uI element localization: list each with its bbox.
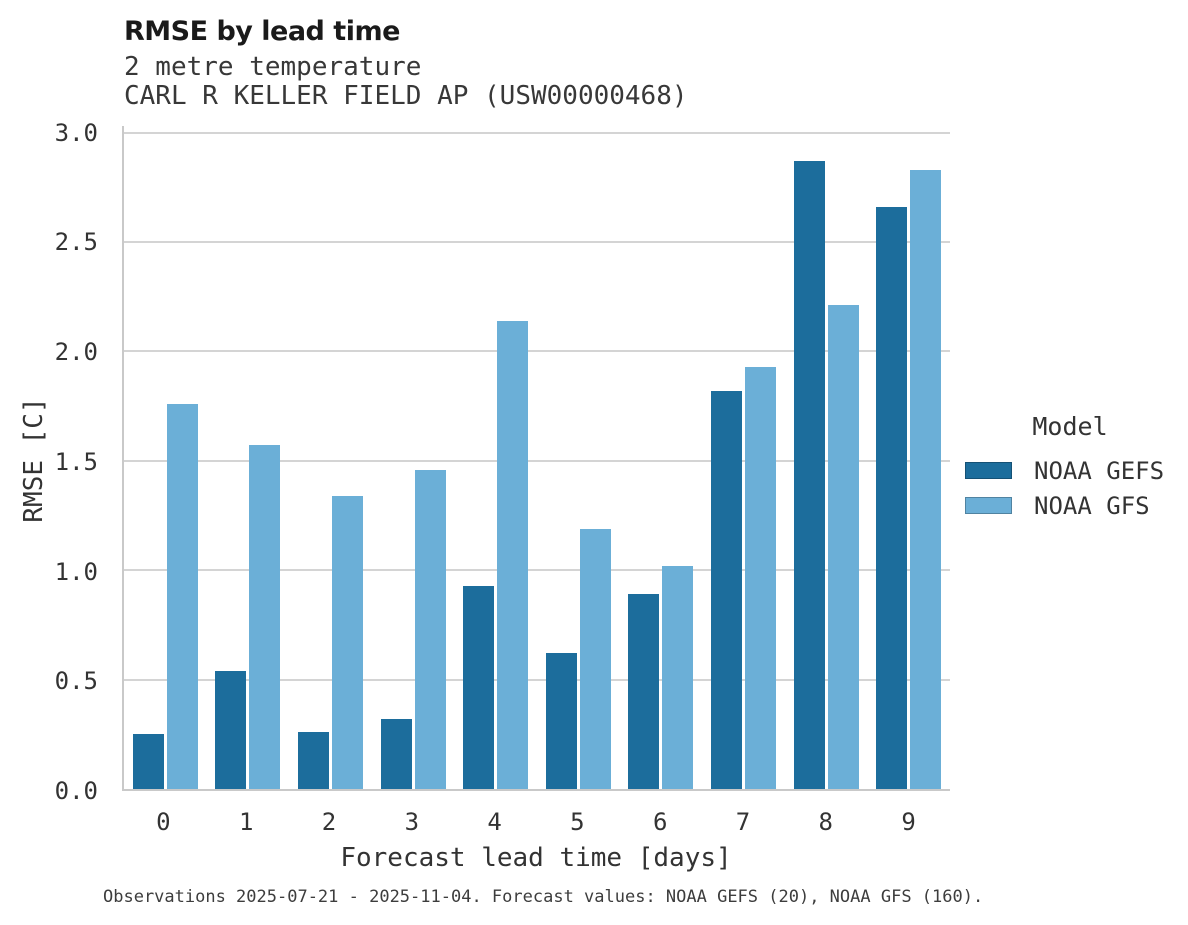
bar-group-lead-1 [207,126,290,789]
y-tick-label-3.0: 3.0 [54,118,98,147]
bar-noaa-gefs-lead-4 [463,585,495,789]
y-tick-label-0.0: 0.0 [54,777,98,805]
gridline-y-1.0 [124,569,950,572]
legend-label-noaa-gefs: NOAA GEFS [1034,456,1165,485]
gridline-y-1.5 [124,459,950,462]
x-axis-ticks: 0 1 2 3 4 5 6 7 8 9 [122,808,950,836]
x-tick-label-5: 5 [570,808,585,836]
bar-noaa-gfs-lead-4 [497,320,529,789]
gridline-y-2.5 [124,240,950,243]
bar-group-lead-5 [537,126,620,789]
x-tick-label-3: 3 [404,808,420,836]
y-tick-label-0.5: 0.5 [54,667,98,696]
bar-noaa-gfs-lead-3 [414,469,446,789]
bar-noaa-gefs-lead-0 [132,734,164,789]
legend-label-noaa-gfs: NOAA GFS [1034,491,1150,520]
bar-noaa-gfs-lead-5 [579,528,611,789]
legend: Model NOAA GEFS NOAA GFS [965,412,1175,523]
bar-noaa-gefs-lead-8 [793,161,825,789]
legend-title: Model [1032,412,1108,441]
bar-group-lead-0 [124,126,207,789]
gridline-y-2.0 [124,350,950,353]
legend-row-gfs: NOAA GFS [965,488,1175,523]
chart-subtitle-variable: 2 metre temperature [124,52,422,82]
bar-noaa-gefs-lead-5 [545,653,577,789]
legend-swatch-noaa-gefs [965,462,1012,479]
y-tick-label-1.5: 1.5 [54,447,98,476]
x-axis-title: Forecast lead time [days] [340,843,732,873]
bar-group-lead-2 [289,126,372,789]
gridline-y-3.0 [124,131,950,134]
chart-title: RMSE by lead time [124,16,400,47]
bar-noaa-gfs-lead-1 [249,445,281,789]
x-tick-label-4: 4 [487,808,502,836]
x-tick-label-7: 7 [735,808,751,836]
gridline-y-0.5 [124,678,950,681]
bar-noaa-gfs-lead-8 [827,305,859,789]
legend-swatch-noaa-gfs [965,497,1012,514]
bar-group-lead-7 [702,126,785,789]
bar-noaa-gfs-lead-7 [744,366,776,789]
bar-group-lead-3 [372,126,455,789]
bar-group-lead-8 [785,126,868,789]
y-tick-label-1.0: 1.0 [54,557,98,586]
bar-noaa-gfs-lead-0 [166,403,198,789]
x-tick-label-0: 0 [156,808,171,836]
bar-noaa-gefs-lead-1 [215,670,247,789]
bar-noaa-gfs-lead-9 [910,169,942,789]
y-tick-label-2.5: 2.5 [54,228,98,257]
bar-noaa-gefs-lead-9 [876,206,908,789]
bar-noaa-gfs-lead-6 [662,565,694,789]
chart-subtitle-station: CARL R KELLER FIELD AP (USW00000468) [124,81,688,111]
x-tick-label-2: 2 [321,808,337,836]
x-tick-label-8: 8 [818,808,833,836]
bars [124,126,950,789]
x-tick-label-6: 6 [652,808,668,836]
y-axis-ticks: 0.0 0.5 1.0 1.5 2.0 2.5 3.0 [0,121,98,803]
bar-group-lead-9 [867,126,950,789]
legend-row-gefs: NOAA GEFS [965,453,1175,488]
bar-noaa-gefs-lead-7 [710,390,742,789]
bar-noaa-gfs-lead-2 [331,495,363,789]
bar-noaa-gefs-lead-2 [297,732,329,789]
bar-noaa-gefs-lead-3 [380,718,412,789]
x-tick-label-1: 1 [238,808,254,836]
bar-group-lead-4 [454,126,537,789]
x-tick-label-9: 9 [901,808,916,836]
plot-area [122,126,950,791]
bar-noaa-gefs-lead-6 [628,594,660,789]
footer-note: Observations 2025-07-21 - 2025-11-04. Fo… [103,887,984,907]
y-tick-label-2.0: 2.0 [54,338,98,367]
bar-group-lead-6 [620,126,703,789]
